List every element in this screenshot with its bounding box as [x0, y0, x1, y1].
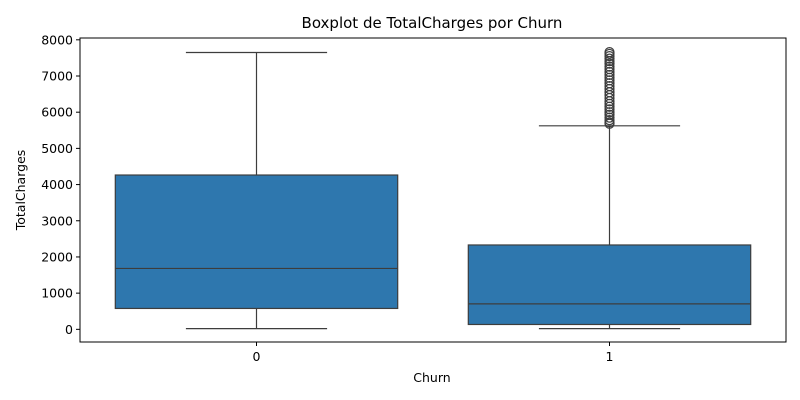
outlier-point [604, 64, 615, 75]
outlier-point [604, 47, 615, 58]
plot-area [114, 47, 752, 330]
y-tick-label: 7000 [41, 69, 73, 84]
outlier-point [604, 81, 615, 92]
box-group-1 [467, 47, 752, 330]
iqr-box [114, 174, 399, 310]
outlier-point [604, 75, 615, 86]
y-axis-label: TotalCharges [13, 150, 28, 232]
y-tick-label: 1000 [41, 286, 73, 301]
outlier-point [604, 115, 615, 126]
plot-frame [79, 37, 787, 343]
outlier-point [604, 66, 615, 78]
outlier-point [604, 112, 615, 123]
outlier-point [604, 69, 615, 81]
outlier-point [604, 53, 615, 64]
outlier-point [604, 61, 615, 72]
y-tick-label: 6000 [41, 105, 73, 120]
outlier-point [604, 107, 615, 118]
x-axis-label: Churn [413, 370, 450, 385]
chart-title: Boxplot de TotalCharges por Churn [302, 14, 563, 32]
outlier-point [604, 78, 615, 89]
outlier-point [604, 109, 615, 120]
y-axis: 0 1000 2000 3000 4000 5000 6000 7000 8000 [41, 32, 80, 337]
iqr-box [467, 244, 752, 326]
x-tick-label: 0 [253, 349, 261, 364]
y-tick-label: 8000 [41, 32, 73, 47]
y-tick-label: 0 [65, 322, 73, 337]
box-group-0 [114, 51, 399, 330]
x-tick-label: 1 [606, 349, 614, 364]
outlier-point [604, 104, 615, 115]
outlier-point [604, 58, 615, 69]
y-tick-label: 3000 [41, 213, 73, 228]
y-tick-label: 2000 [41, 249, 73, 264]
y-tick-label: 5000 [41, 141, 73, 156]
y-tick-label: 4000 [41, 177, 73, 192]
